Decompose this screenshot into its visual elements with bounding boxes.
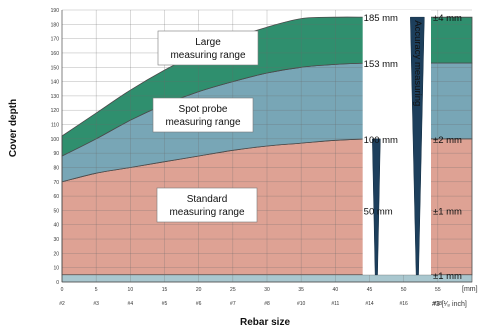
depth-annotation: 185 mm [364,13,398,24]
accuracy-marker [372,138,381,276]
x-tick-label-inch: #11 [331,301,339,307]
x-tick-label-inch: #18 [434,301,443,307]
accuracy-annotation: ±1 mm [433,271,462,282]
x-tick-label-inch: #3 [93,301,99,307]
region-label-text: Large [195,37,221,48]
y-tick-label: 170 [51,37,60,43]
y-tick-label: 40 [53,223,59,229]
y-tick-label: 30 [53,237,59,243]
y-tick-label: 50 [53,208,59,214]
x-tick-label-inch: #14 [365,301,374,307]
depth-annotation: 50 mm [364,206,393,217]
x-tick-label-inch: #6 [196,301,202,307]
x-axis-title: Rebar size [240,317,290,328]
x-tick-label-inch: #4 [128,301,134,307]
axes-layer: 0102030405060708090100110120130140150160… [51,8,472,307]
accuracy-title: Accuracy measuring [412,20,423,106]
label-layer: 185 mm 153 mm 100 mm 50 mm ±4 mm ±2 mm ±1 mm ±1… [152,13,462,282]
y-tick-label: 10 [53,266,59,272]
region-label-box [157,30,259,66]
x-tick-label-inch: #16 [399,301,408,307]
region-label-text: measuring range [169,207,244,218]
depth-annotation: 153 mm [364,59,398,70]
x-tick-label-mm: 45 [367,287,373,293]
x-tick-label-inch: #10 [297,301,306,307]
x-tick-label-mm: 10 [128,287,134,293]
x-tick-label-inch: #2 [59,301,65,307]
y-tick-label: 0 [56,280,59,286]
y-tick-label: 110 [51,123,59,129]
accuracy-annotation: ±2 mm [433,135,462,146]
depth-annotation: 100 mm [364,135,398,146]
x-tick-label-inch: #7 [230,301,236,307]
x-tick-label-mm: 40 [333,287,339,293]
region-label-text: measuring range [165,117,240,128]
x-tick-label-inch: #8 [264,301,270,307]
x-tick-label-mm: 0 [61,287,64,293]
x-tick-label-mm: 35 [298,287,304,293]
x-tick-label-mm: 5 [95,287,98,293]
x-tick-label-mm: 30 [264,287,270,293]
y-tick-label: 150 [51,65,60,71]
y-tick-label: 140 [51,80,60,86]
y-tick-label: 180 [51,22,60,28]
x-tick-label-mm: 50 [401,287,407,293]
accuracy-annotation: ±4 mm [433,13,462,24]
accuracy-annotation: ±1 mm [433,206,462,217]
y-tick-label: 160 [51,51,60,57]
x-tick-label-inch: #5 [162,301,168,307]
region-label-box [152,97,254,133]
x-unit-mm-label: [mm] [462,286,478,293]
region-label-text: measuring range [170,50,245,61]
y-tick-label: 190 [51,8,60,14]
x-tick-label-mm: 20 [196,287,202,293]
y-axis-title: Cover depth [8,99,19,157]
accuracy-layer: Accuracy measuring [362,10,431,276]
y-tick-label: 130 [51,94,60,100]
x-unit-inch-label: #3 [¹⁄₈ inch] [432,301,467,308]
accuracy-marker [410,16,425,276]
region-label-text: Standard [187,194,228,205]
x-tick-label-mm: 15 [162,287,168,293]
y-tick-label: 80 [53,165,59,171]
y-tick-label: 20 [53,251,59,257]
y-tick-label: 120 [51,108,60,114]
y-tick-label: 70 [53,180,59,186]
region-label-box [156,187,258,223]
region-label-text: Spot probe [179,104,228,115]
y-tick-label: 60 [53,194,59,200]
y-tick-label: 100 [51,137,60,143]
y-tick-label: 90 [53,151,59,157]
x-tick-label-mm: 55 [435,287,441,293]
x-tick-label-mm: 25 [230,287,236,293]
